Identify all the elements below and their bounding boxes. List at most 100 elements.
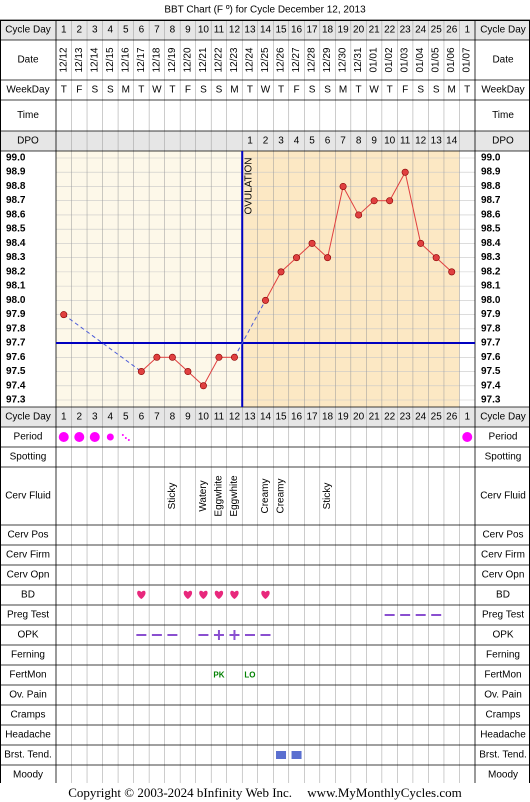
temp-tick-right: 97.4 — [481, 380, 501, 391]
cerv_opn-bottom-label-left: Cerv Opn — [7, 570, 50, 581]
cycle-day-cell-bottom: 16 — [291, 412, 303, 423]
ov_pain-bottom-label-right: Ov. Pain — [484, 690, 522, 701]
date-cell: 12/18 — [151, 47, 162, 72]
dpo-cell: 5 — [309, 136, 315, 147]
brst_tend-bottom-label-right: Brst. Tend. — [479, 750, 527, 761]
period-bottom-label-right: Period — [489, 432, 518, 443]
temp-tick-left: 97.5 — [6, 366, 26, 377]
temp-point — [293, 254, 301, 262]
weekday-cell: S — [417, 85, 424, 96]
date-cell: 12/12 — [58, 47, 69, 72]
weekday-label-right: WeekDay — [481, 85, 524, 96]
cramps-bottom-label-left: Cramps — [10, 710, 45, 721]
temp-tick-left: 98.3 — [6, 252, 26, 263]
dpo-cell: 13 — [431, 136, 443, 147]
temp-point — [370, 197, 378, 205]
weekday-cell: W — [152, 85, 162, 96]
headache-bottom-label-right: Headache — [480, 730, 526, 741]
preg_test-bottom-label-left: Preg Test — [7, 610, 49, 621]
bd-bottom-label-right: BD — [496, 590, 510, 601]
dpo-cell: 9 — [371, 136, 377, 147]
temp-tick-right: 98.0 — [481, 295, 501, 306]
date-cell: 01/04 — [415, 47, 426, 72]
fertmon-bottom-label-left: FertMon — [9, 670, 46, 681]
dpo-cell: 2 — [263, 136, 269, 147]
cycle-day-cell: 1 — [61, 25, 67, 36]
temp-tick-left: 97.8 — [6, 323, 26, 334]
dpo-label-right: DPO — [492, 136, 514, 147]
cycle-day-cell-bottom: 3 — [92, 412, 98, 423]
temp-gap-line — [63, 314, 142, 372]
cycle-day-cell: 1 — [464, 25, 470, 36]
date-cell: 12/30 — [338, 47, 349, 72]
cycle-day-cell: 9 — [185, 25, 191, 36]
weekday-cell: S — [433, 85, 440, 96]
temp-point — [230, 353, 238, 361]
cerv_fluid-bottom-label-left: Cerv Fluid — [5, 491, 51, 502]
cycle-day-cell-bottom: 21 — [369, 412, 381, 423]
moody-bottom-label-left: Moody — [13, 770, 43, 781]
period-spotting-dot — [124, 437, 127, 439]
weekday-cell: F — [76, 85, 82, 96]
temp-point — [168, 353, 176, 361]
chart-title: BBT Chart (F º) for Cycle December 12, 2… — [164, 5, 366, 16]
temp-point — [215, 353, 223, 361]
cerv-fluid-entry: Creamy — [276, 478, 287, 513]
temp-point — [60, 311, 68, 319]
period-dot — [106, 433, 114, 441]
date-cell: 01/02 — [384, 47, 395, 72]
date-cell: 12/28 — [307, 47, 318, 72]
temp-tick-left: 98.4 — [6, 238, 26, 249]
temp-line-segment — [187, 371, 204, 387]
cycle-day-cell: 19 — [338, 25, 350, 36]
temp-point — [355, 211, 363, 219]
time-label-left: Time — [17, 110, 39, 121]
temp-line-segment — [358, 200, 375, 216]
date-cell: 12/26 — [276, 47, 287, 72]
period-bottom-label-left: Period — [14, 432, 43, 443]
weekday-cell: T — [464, 85, 470, 96]
cerv_firm-bottom-label-left: Cerv Firm — [6, 550, 50, 561]
preg_test-bottom-label-right: Preg Test — [482, 610, 524, 621]
temp-tick-left: 98.1 — [6, 281, 26, 292]
weekday-cell: T — [356, 85, 362, 96]
cycle-day-cell-bottom: 1 — [464, 412, 470, 423]
temp-point — [199, 382, 207, 390]
fertmon-reading: PK — [213, 671, 224, 680]
date-cell: 12/15 — [105, 47, 116, 72]
cycle-day-cell: 25 — [431, 25, 443, 36]
date-cell: 12/20 — [182, 47, 193, 72]
site-link[interactable]: www.MyMonthlyCycles.com — [307, 785, 462, 800]
temp-tick-right: 98.9 — [481, 167, 501, 178]
cycle-day-cell-bottom: 18 — [322, 412, 334, 423]
cycle-day-cell-bottom: 7 — [154, 412, 160, 423]
bd-heart-icon — [183, 590, 193, 599]
dpo-cell: 11 — [400, 136, 411, 147]
weekday-cell: T — [278, 85, 284, 96]
temp-tick-right: 98.8 — [481, 181, 501, 192]
weekday-cell: M — [448, 85, 456, 96]
cerv_pos-bottom-label-left: Cerv Pos — [7, 530, 48, 541]
temp-line-segment — [327, 186, 344, 258]
date-cell: 12/24 — [244, 47, 255, 72]
cycle-day-cell: 3 — [92, 25, 98, 36]
dpo-cell: 10 — [384, 136, 396, 147]
temp-line-segment — [404, 172, 422, 244]
cerv-fluid-entry: Eggwhite — [229, 475, 240, 517]
cerv_pos-bottom-label-right: Cerv Pos — [482, 530, 523, 541]
headache-bottom-label-left: Headache — [5, 730, 51, 741]
cycle-day-cell: 4 — [108, 25, 114, 36]
dpo-cell: 12 — [415, 136, 427, 147]
date-cell: 12/17 — [136, 47, 147, 72]
cycle-day-cell-bottom: 14 — [260, 412, 272, 423]
temp-tick-left: 97.3 — [6, 395, 26, 406]
cerv_firm-bottom-label-right: Cerv Firm — [481, 550, 525, 561]
cycle-day-cell-bottom: 9 — [185, 412, 191, 423]
temp-tick-right: 98.6 — [481, 209, 501, 220]
bd-heart-icon — [230, 590, 239, 599]
weekday-label-left: WeekDay — [6, 85, 49, 96]
date-cell: 12/14 — [89, 47, 100, 72]
date-cell: 12/21 — [198, 47, 209, 72]
temp-tick-right: 97.5 — [481, 366, 501, 377]
temp-tick-left: 97.9 — [6, 309, 26, 320]
